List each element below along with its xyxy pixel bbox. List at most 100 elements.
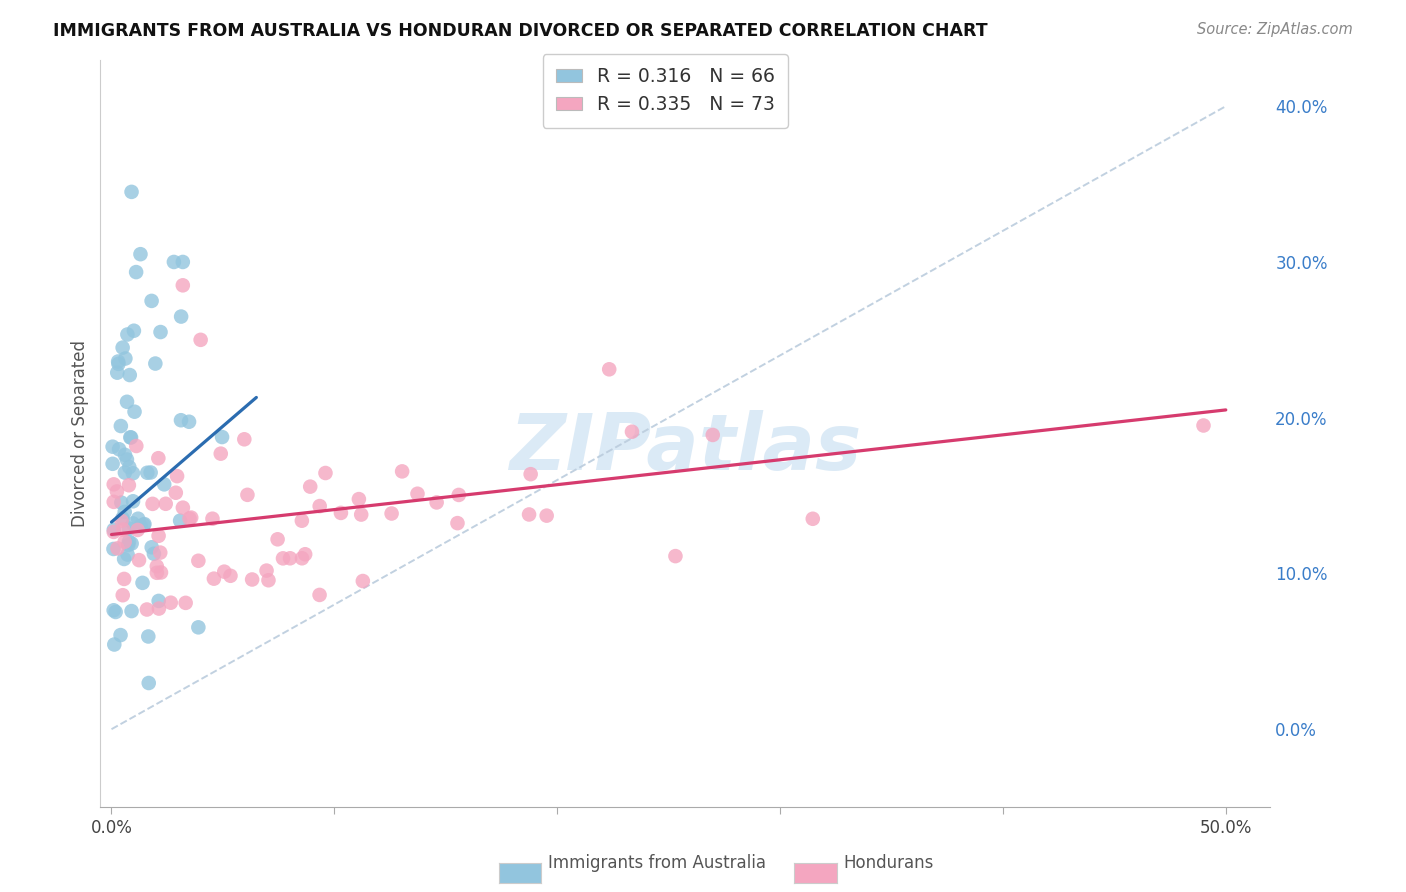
Point: [122, 324, 145, 338]
Point: [111, 588, 134, 602]
Point: [129, 247, 152, 261]
Point: [143, 357, 166, 371]
Point: [447, 488, 470, 502]
Point: [291, 551, 314, 566]
Point: [166, 469, 188, 483]
Point: [128, 553, 150, 567]
Point: [517, 508, 540, 522]
Point: [155, 497, 177, 511]
Point: [187, 620, 209, 634]
Point: [136, 466, 159, 480]
Point: [163, 255, 186, 269]
Text: Immigrants from Australia: Immigrants from Australia: [548, 855, 766, 872]
Point: [801, 512, 824, 526]
Point: [132, 517, 155, 532]
Point: [105, 366, 128, 380]
Point: [211, 430, 233, 444]
Point: [299, 480, 322, 494]
Point: [271, 551, 294, 566]
Point: [110, 419, 132, 434]
Point: [107, 357, 129, 371]
Point: [134, 517, 156, 532]
Point: [138, 676, 160, 690]
Point: [598, 362, 620, 376]
Point: [308, 588, 330, 602]
Point: [103, 524, 125, 539]
Text: ZIPatlas: ZIPatlas: [509, 410, 862, 486]
Point: [125, 439, 148, 453]
Point: [114, 505, 136, 519]
Point: [664, 549, 686, 563]
Point: [111, 341, 134, 355]
Point: [115, 452, 138, 467]
Point: [212, 565, 235, 579]
Point: [347, 492, 370, 507]
Point: [111, 511, 134, 525]
Point: [112, 523, 135, 537]
Point: [314, 466, 336, 480]
Point: [127, 512, 149, 526]
Point: [702, 428, 724, 442]
Point: [141, 541, 163, 555]
Point: [406, 487, 429, 501]
Point: [149, 545, 172, 559]
Point: [170, 310, 193, 324]
Point: [179, 511, 201, 525]
Point: [117, 327, 139, 342]
Point: [170, 413, 193, 427]
Text: Source: ZipAtlas.com: Source: ZipAtlas.com: [1197, 22, 1353, 37]
Point: [446, 516, 468, 530]
Point: [240, 573, 263, 587]
Point: [117, 538, 139, 552]
Point: [136, 630, 159, 644]
Point: [103, 523, 125, 537]
Point: [172, 255, 194, 269]
Point: [107, 541, 129, 556]
Point: [149, 566, 172, 580]
Point: [233, 432, 256, 446]
Point: [101, 457, 124, 471]
Point: [256, 564, 278, 578]
Point: [118, 460, 141, 475]
Point: [122, 516, 145, 531]
Point: [172, 278, 194, 293]
Point: [141, 293, 163, 308]
Point: [180, 510, 202, 524]
Point: [381, 507, 404, 521]
Point: [122, 494, 145, 508]
Point: [120, 430, 142, 444]
Point: [121, 185, 143, 199]
Point: [146, 559, 169, 574]
Point: [536, 508, 558, 523]
Point: [146, 566, 169, 580]
Point: [103, 477, 125, 491]
Point: [426, 495, 449, 509]
Point: [110, 628, 132, 642]
Point: [103, 541, 125, 556]
Point: [114, 466, 136, 480]
Y-axis label: Divorced or Separated: Divorced or Separated: [72, 340, 89, 527]
Point: [177, 415, 200, 429]
Point: [117, 548, 139, 562]
Point: [153, 477, 176, 491]
Point: [127, 523, 149, 537]
Point: [169, 514, 191, 528]
Point: [129, 519, 152, 533]
Point: [519, 467, 541, 482]
Point: [391, 464, 413, 478]
Point: [104, 605, 127, 619]
Point: [114, 351, 136, 366]
Point: [139, 466, 162, 480]
Point: [124, 405, 146, 419]
Point: [118, 534, 141, 549]
Point: [201, 512, 224, 526]
Point: [135, 602, 157, 616]
Point: [142, 497, 165, 511]
Point: [350, 508, 373, 522]
Point: [294, 547, 316, 561]
Point: [148, 594, 170, 608]
Point: [159, 596, 181, 610]
Point: [114, 448, 136, 462]
Point: [103, 495, 125, 509]
Point: [122, 467, 145, 481]
